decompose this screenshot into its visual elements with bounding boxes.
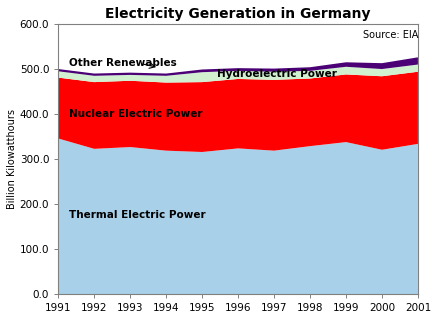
Text: Other Renewables: Other Renewables [69, 58, 177, 68]
Text: Hydroelectric Power: Hydroelectric Power [216, 69, 336, 79]
Y-axis label: Billion Kilowatthours: Billion Kilowatthours [7, 109, 17, 209]
Title: Electricity Generation in Germany: Electricity Generation in Germany [106, 7, 371, 21]
Text: Nuclear Electric Power: Nuclear Electric Power [69, 109, 202, 119]
Text: Thermal Electric Power: Thermal Electric Power [69, 210, 206, 220]
Text: Source: EIA: Source: EIA [363, 30, 418, 40]
